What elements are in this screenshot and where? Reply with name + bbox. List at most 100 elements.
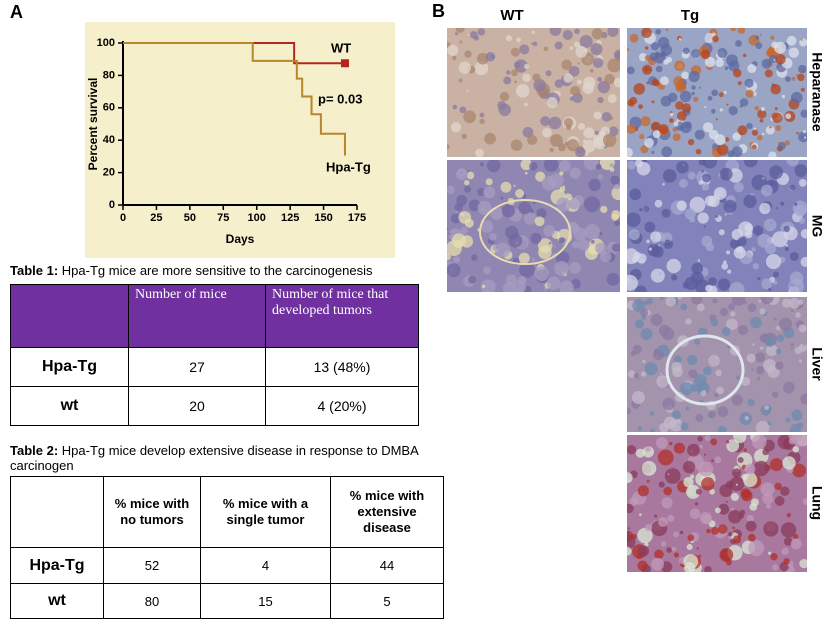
tissue-texture [518,275,527,285]
tissue-texture [546,276,561,290]
tissue-texture [638,104,643,110]
tissue-texture [698,180,703,185]
tissue-texture [631,390,645,404]
tissue-texture [594,130,599,136]
tissue-texture [677,297,683,300]
tissue-texture [661,146,673,157]
tissue-texture [790,347,793,350]
tissue-texture [461,133,467,140]
tissue-texture [743,472,758,487]
tissue-texture [774,482,782,491]
tissue-texture [731,468,742,478]
tissue-texture [711,459,714,463]
tissue-texture [743,194,757,208]
tissue-texture [627,99,634,107]
tissue-texture [565,124,572,131]
tissue-texture [536,208,547,219]
tissue-texture [765,125,775,135]
tissue-texture [573,41,580,48]
tissue-texture [516,84,530,98]
tissue-texture [589,68,594,73]
tissue-texture [549,147,554,153]
header-cell: Number of mice that developed tumors [265,284,419,348]
cell: 13 (48%) [265,347,419,387]
tissue-texture [764,336,776,347]
tissue-texture [667,473,670,476]
series-label: Hpa-Tg [326,159,371,174]
tissue-texture [510,139,523,151]
tissue-texture [687,171,696,180]
tissue-texture [646,298,653,305]
tissue-texture [731,394,743,406]
tissue-texture [753,127,757,131]
tissue-texture [613,77,620,88]
tissue-texture [629,188,642,201]
tissue-texture [558,160,571,172]
tissue-texture [608,116,613,121]
tissue-texture [523,64,529,70]
tissue-texture [759,308,766,315]
tissue-texture [730,28,737,32]
tissue-texture [735,40,742,47]
tissue-texture [467,33,470,36]
tissue-texture [703,225,706,228]
tissue-texture [627,407,631,415]
tissue-texture [702,160,718,169]
tissue-texture [569,46,574,50]
tissue-texture [728,303,735,311]
tissue-texture [759,202,771,215]
tissue-texture [714,392,719,398]
tissue-texture [756,377,761,381]
tissue-texture [732,132,741,141]
tissue-texture [761,278,773,290]
tissue-texture [719,167,733,181]
tissue-texture [802,130,806,134]
tissue-texture [695,488,702,495]
tissue-texture [529,162,538,171]
tissue-texture [800,109,807,118]
tissue-texture [457,168,466,177]
tissue-texture [662,183,665,186]
tissue-texture [627,274,638,291]
tissue-texture [719,548,734,562]
tissue-texture [584,151,589,156]
tissue-texture [760,346,764,350]
tissue-texture [656,375,670,388]
tissue-texture [704,195,716,207]
tissue-texture [754,105,760,111]
tissue-texture [687,443,700,457]
cell: 52 [103,547,201,584]
tissue-texture [782,456,796,470]
y-tick-label: 0 [109,199,115,211]
tissue-texture [460,226,468,235]
tissue-texture [531,42,534,46]
tissue-texture [761,132,765,136]
tissue-texture [684,276,698,291]
cell: 15 [200,583,331,619]
tissue-texture [583,127,595,139]
tissue-texture [733,435,747,444]
tissue-texture [588,178,601,192]
tissue-texture [627,48,630,51]
tissue-texture [636,377,640,380]
tissue-texture [563,73,573,83]
tissue-texture [569,262,582,274]
series-label: WT [331,40,351,55]
tissue-texture [633,373,639,379]
y-tick-label: 40 [103,134,115,146]
tissue-texture [683,554,699,569]
cell: 20 [128,386,266,426]
tissue-texture [644,137,654,148]
tissue-texture [477,200,492,215]
tissue-texture [644,523,653,532]
tissue-texture [682,47,690,55]
tissue-texture [751,435,767,450]
tissue-texture [652,130,661,138]
tissue-texture [524,102,528,107]
tissue-texture [685,406,690,411]
tissue-texture [783,537,793,546]
tissue-texture [640,116,651,127]
tissue-texture [772,271,779,278]
tissue-texture [669,118,674,123]
header-cell [10,284,129,348]
